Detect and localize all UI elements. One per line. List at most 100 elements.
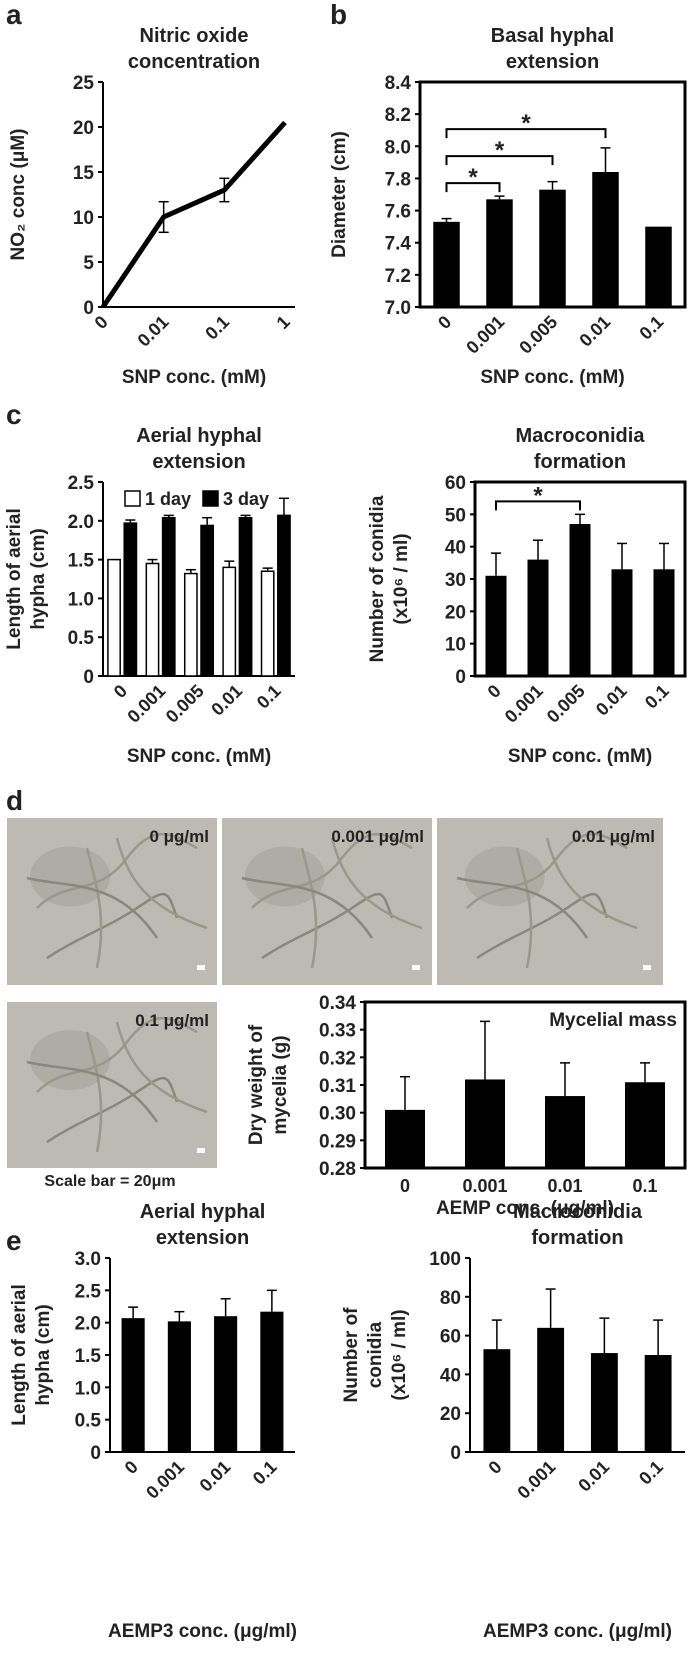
hypha [251,832,413,909]
y-tick-label: 0.31 [319,1076,356,1097]
hypha [515,847,533,969]
y-tick-label: 1.0 [75,1378,101,1399]
micrograph-label: 0 μg/ml [149,827,209,846]
chart-title: Macroconidia [516,425,646,447]
y-tick-label: 8.2 [385,105,411,126]
bar [644,1355,672,1452]
micrograph-blur [464,846,545,907]
x-tick-label: 0.001 [462,312,508,358]
hypha [241,876,374,939]
bar [107,558,121,677]
y-tick-label: 2.5 [68,473,95,494]
y-tick-label: 50 [445,505,466,526]
y-axis-label: mycelia (g) [270,1035,291,1134]
significance-bracket [445,128,607,139]
bar [486,199,513,307]
y-tick-label: 40 [440,1365,461,1386]
bar [167,1321,191,1452]
y-tick-label: 60 [445,473,466,494]
x-tick-label: 0 [484,1457,505,1478]
legend-swatch [124,490,141,507]
y-tick-label: 25 [73,73,95,94]
hypha [476,892,609,960]
bar [433,221,460,307]
error-bar [533,539,543,560]
y-tick-label: 7.6 [385,202,411,223]
y-tick-label: 60 [440,1327,461,1348]
bar [653,569,675,676]
panel-label: e [6,1225,22,1256]
significance-label: * [521,110,531,137]
bar [222,566,237,677]
x-tick-label: 0.01 [547,1176,582,1196]
bar [485,575,507,676]
x-tick-label: 0.1 [635,1457,667,1489]
error-bar [174,1310,185,1322]
x-tick-label: 0.1 [635,312,667,344]
hypha [261,892,394,960]
panel-label: b [330,0,347,30]
y-tick-label: 7.2 [385,266,411,287]
chart-title: Nitric oxide [140,25,249,47]
x-tick-label: 0.1 [253,681,285,713]
legend-label: 1 day [145,489,191,509]
hypha [115,837,208,930]
data-line [100,120,287,309]
chart-title: Basal hyphal [491,25,614,47]
micrograph-bg [7,1002,217,1168]
bar [260,1311,284,1452]
y-tick-label: 10 [73,208,94,229]
y-tick-label: 40 [445,538,466,559]
y-tick-label: 20 [440,1404,461,1425]
error-bar [560,1062,570,1097]
bar [645,226,672,307]
x-tick-label: 0.001 [123,681,169,727]
bar [277,514,291,677]
legend-swatch [202,490,219,507]
hypha [26,1060,159,1123]
y-tick-label: 8.4 [385,73,412,94]
x-tick-label: 0.005 [515,312,561,358]
error-bar [400,1075,410,1110]
hypha [85,1031,103,1153]
x-tick-label: 0.01 [575,312,614,351]
hypha [300,847,318,969]
micrograph-label: 0.01 μg/ml [572,827,655,846]
hypha [545,837,638,930]
hypha [36,1016,198,1093]
x-tick-label: 0 [91,312,112,333]
y-tick-label: 20 [445,602,466,623]
error-bar [659,542,669,570]
error-bar [240,514,251,518]
y-axis-label: NO₂ conc (μM) [8,129,29,261]
y-tick-label: 80 [440,1288,461,1309]
bar [537,1327,565,1452]
y-tick-label: 100 [429,1249,461,1270]
y-tick-label: 0.34 [319,993,356,1014]
chart-title: extension [506,51,599,73]
error-bar [202,516,213,526]
error-bar [128,1306,139,1319]
y-axis-label: Dry weight of [246,1024,267,1145]
chart-title: formation [531,1227,623,1249]
x-tick-label: 0.001 [513,1457,559,1503]
significance-bracket [445,182,501,193]
x-tick-label: 0 [110,681,131,702]
y-tick-label: 0 [90,1443,101,1464]
bar [123,522,138,677]
significance-label: * [468,164,478,191]
x-tick-label: 0.01 [574,1457,613,1496]
bar [465,1079,505,1168]
x-tick-label: 0.001 [462,1176,507,1196]
y-tick-label: 0.29 [319,1131,356,1152]
y-axis-label: Length of aerial [4,508,25,649]
error-bar [220,1297,231,1317]
hypha [46,892,179,960]
error-bar [640,1062,650,1083]
significance-bracket [445,155,554,166]
error-bar [219,177,230,203]
scale-caption: Scale bar = 20μm [44,1173,175,1190]
bar [527,559,549,676]
bar [200,524,215,677]
